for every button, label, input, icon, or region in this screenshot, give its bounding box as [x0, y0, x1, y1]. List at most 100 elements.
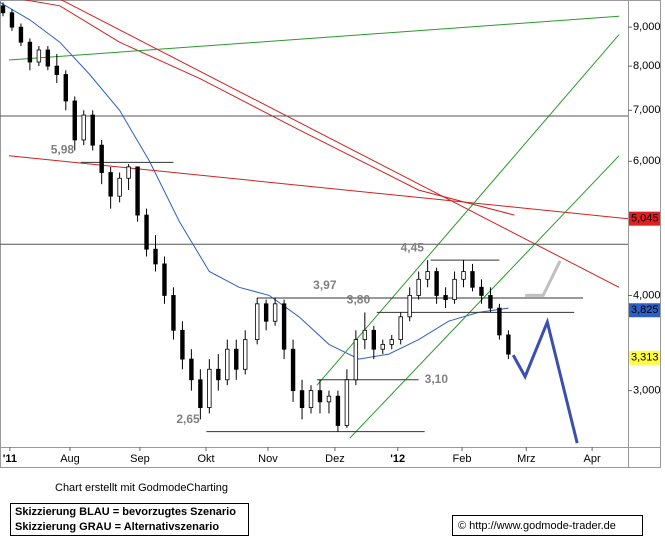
candle-body: [99, 144, 104, 173]
level-label: 3,10: [425, 372, 449, 386]
price-marker: [629, 350, 660, 365]
candle-body: [54, 65, 60, 75]
candle-body: [189, 358, 194, 381]
candle-body: [263, 303, 269, 322]
candle-body: [407, 295, 412, 318]
frame: [0, 0, 661, 468]
overlay-line: [8, 155, 628, 220]
x-tick-label: Feb: [453, 453, 472, 465]
x-tick-label: Dez: [325, 453, 345, 465]
y-tick-label: 3,000: [633, 385, 661, 397]
candle-body: [243, 339, 248, 370]
x-tick-label: Nov: [258, 453, 278, 465]
overlay-line: [349, 155, 620, 439]
level-label: 4,45: [401, 240, 425, 254]
y-tick-label: 6,000: [633, 155, 661, 167]
x-tick-label: Sep: [130, 453, 150, 465]
candle-body: [290, 348, 296, 392]
candle-body: [380, 343, 385, 350]
candle-body: [18, 26, 24, 43]
overlay-line: [8, 15, 620, 61]
candle-body: [353, 339, 359, 381]
candle-body: [362, 329, 368, 341]
candle-body: [234, 348, 239, 370]
y-tick-label: 9,000: [633, 21, 661, 33]
candle-body: [153, 248, 158, 265]
candle-body: [9, 12, 15, 28]
source-box: [452, 515, 643, 536]
x-tick-label: Apr: [584, 453, 601, 465]
candle-body: [225, 348, 230, 381]
candle-body: [207, 368, 212, 408]
candle-body: [198, 379, 203, 408]
candle-body: [389, 339, 394, 345]
candle-body: [126, 166, 131, 179]
legend-line: Skizzierung GRAU = Alternativszenario: [15, 521, 219, 533]
candle-body: [479, 286, 484, 296]
overlay-line: [316, 34, 620, 386]
candle-body: [317, 390, 323, 403]
price-marker-label: 5,045: [631, 213, 659, 225]
level-label: 3,97: [313, 278, 337, 292]
overlay-line: [0, 1, 509, 360]
candle-body: [497, 307, 502, 336]
y-tick-label: 4,000: [633, 289, 661, 301]
candle-body: [180, 329, 185, 360]
level-label: 5,98: [51, 143, 75, 157]
scenario-line: [525, 260, 562, 297]
candle-body: [371, 329, 377, 350]
candle-body: [135, 166, 140, 216]
overlay-line: [60, 0, 620, 288]
candle-body: [81, 114, 86, 141]
level-label: 3,80: [347, 293, 371, 307]
candle-body: [308, 390, 314, 408]
candle-body: [272, 303, 278, 322]
candle-body: [216, 368, 221, 381]
candle-body: [416, 278, 421, 296]
candle-body: [0, 5, 6, 14]
x-tick-label: Mrz: [517, 453, 535, 465]
candle-body: [117, 177, 122, 197]
price-marker: [629, 211, 660, 226]
credit: Chart erstellt mit GodmodeCharting: [55, 482, 228, 494]
candle-body: [254, 303, 260, 341]
candle-body: [506, 334, 511, 355]
candle-body: [299, 390, 305, 408]
candle-body: [27, 41, 33, 63]
legend-box: [10, 503, 249, 536]
candle-body: [452, 278, 457, 301]
candle-body: [335, 395, 341, 426]
price-marker-label: 3,825: [631, 304, 659, 316]
y-tick-label: 7,000: [633, 104, 661, 116]
x-tick-label: '11: [3, 453, 17, 465]
scenario-line: [511, 317, 579, 444]
price-marker-label: 3,313: [631, 352, 659, 364]
level-label: 2,65: [176, 412, 200, 426]
candle-body: [171, 295, 176, 331]
candle-body: [144, 214, 149, 250]
candle-body: [281, 303, 287, 350]
candle-body: [108, 172, 113, 197]
y-tick-label: 8,000: [633, 60, 661, 72]
candle-body: [470, 271, 475, 288]
candle-body: [45, 49, 51, 67]
candle-body: [36, 49, 42, 63]
candle-body: [461, 271, 466, 280]
candle-body: [72, 100, 77, 141]
x-tick-label: Okt: [197, 453, 214, 465]
candle-body: [326, 395, 332, 403]
x-tick-label: Aug: [60, 453, 80, 465]
candle-body: [443, 295, 448, 301]
source: © http://www.godmode-trader.de: [458, 520, 616, 532]
candle-body: [434, 271, 439, 296]
candle-body: [63, 74, 68, 102]
overlay-line: [22, 0, 515, 216]
price-marker: [629, 303, 660, 318]
candle-body: [344, 379, 350, 426]
candle-body: [398, 316, 403, 341]
candle-body: [90, 114, 95, 146]
legend-line: Skizzierung BLAU = bevorzugtes Szenario: [15, 506, 236, 518]
candle-body: [162, 263, 167, 296]
candle-body: [425, 271, 430, 280]
candle-body: [488, 295, 493, 309]
